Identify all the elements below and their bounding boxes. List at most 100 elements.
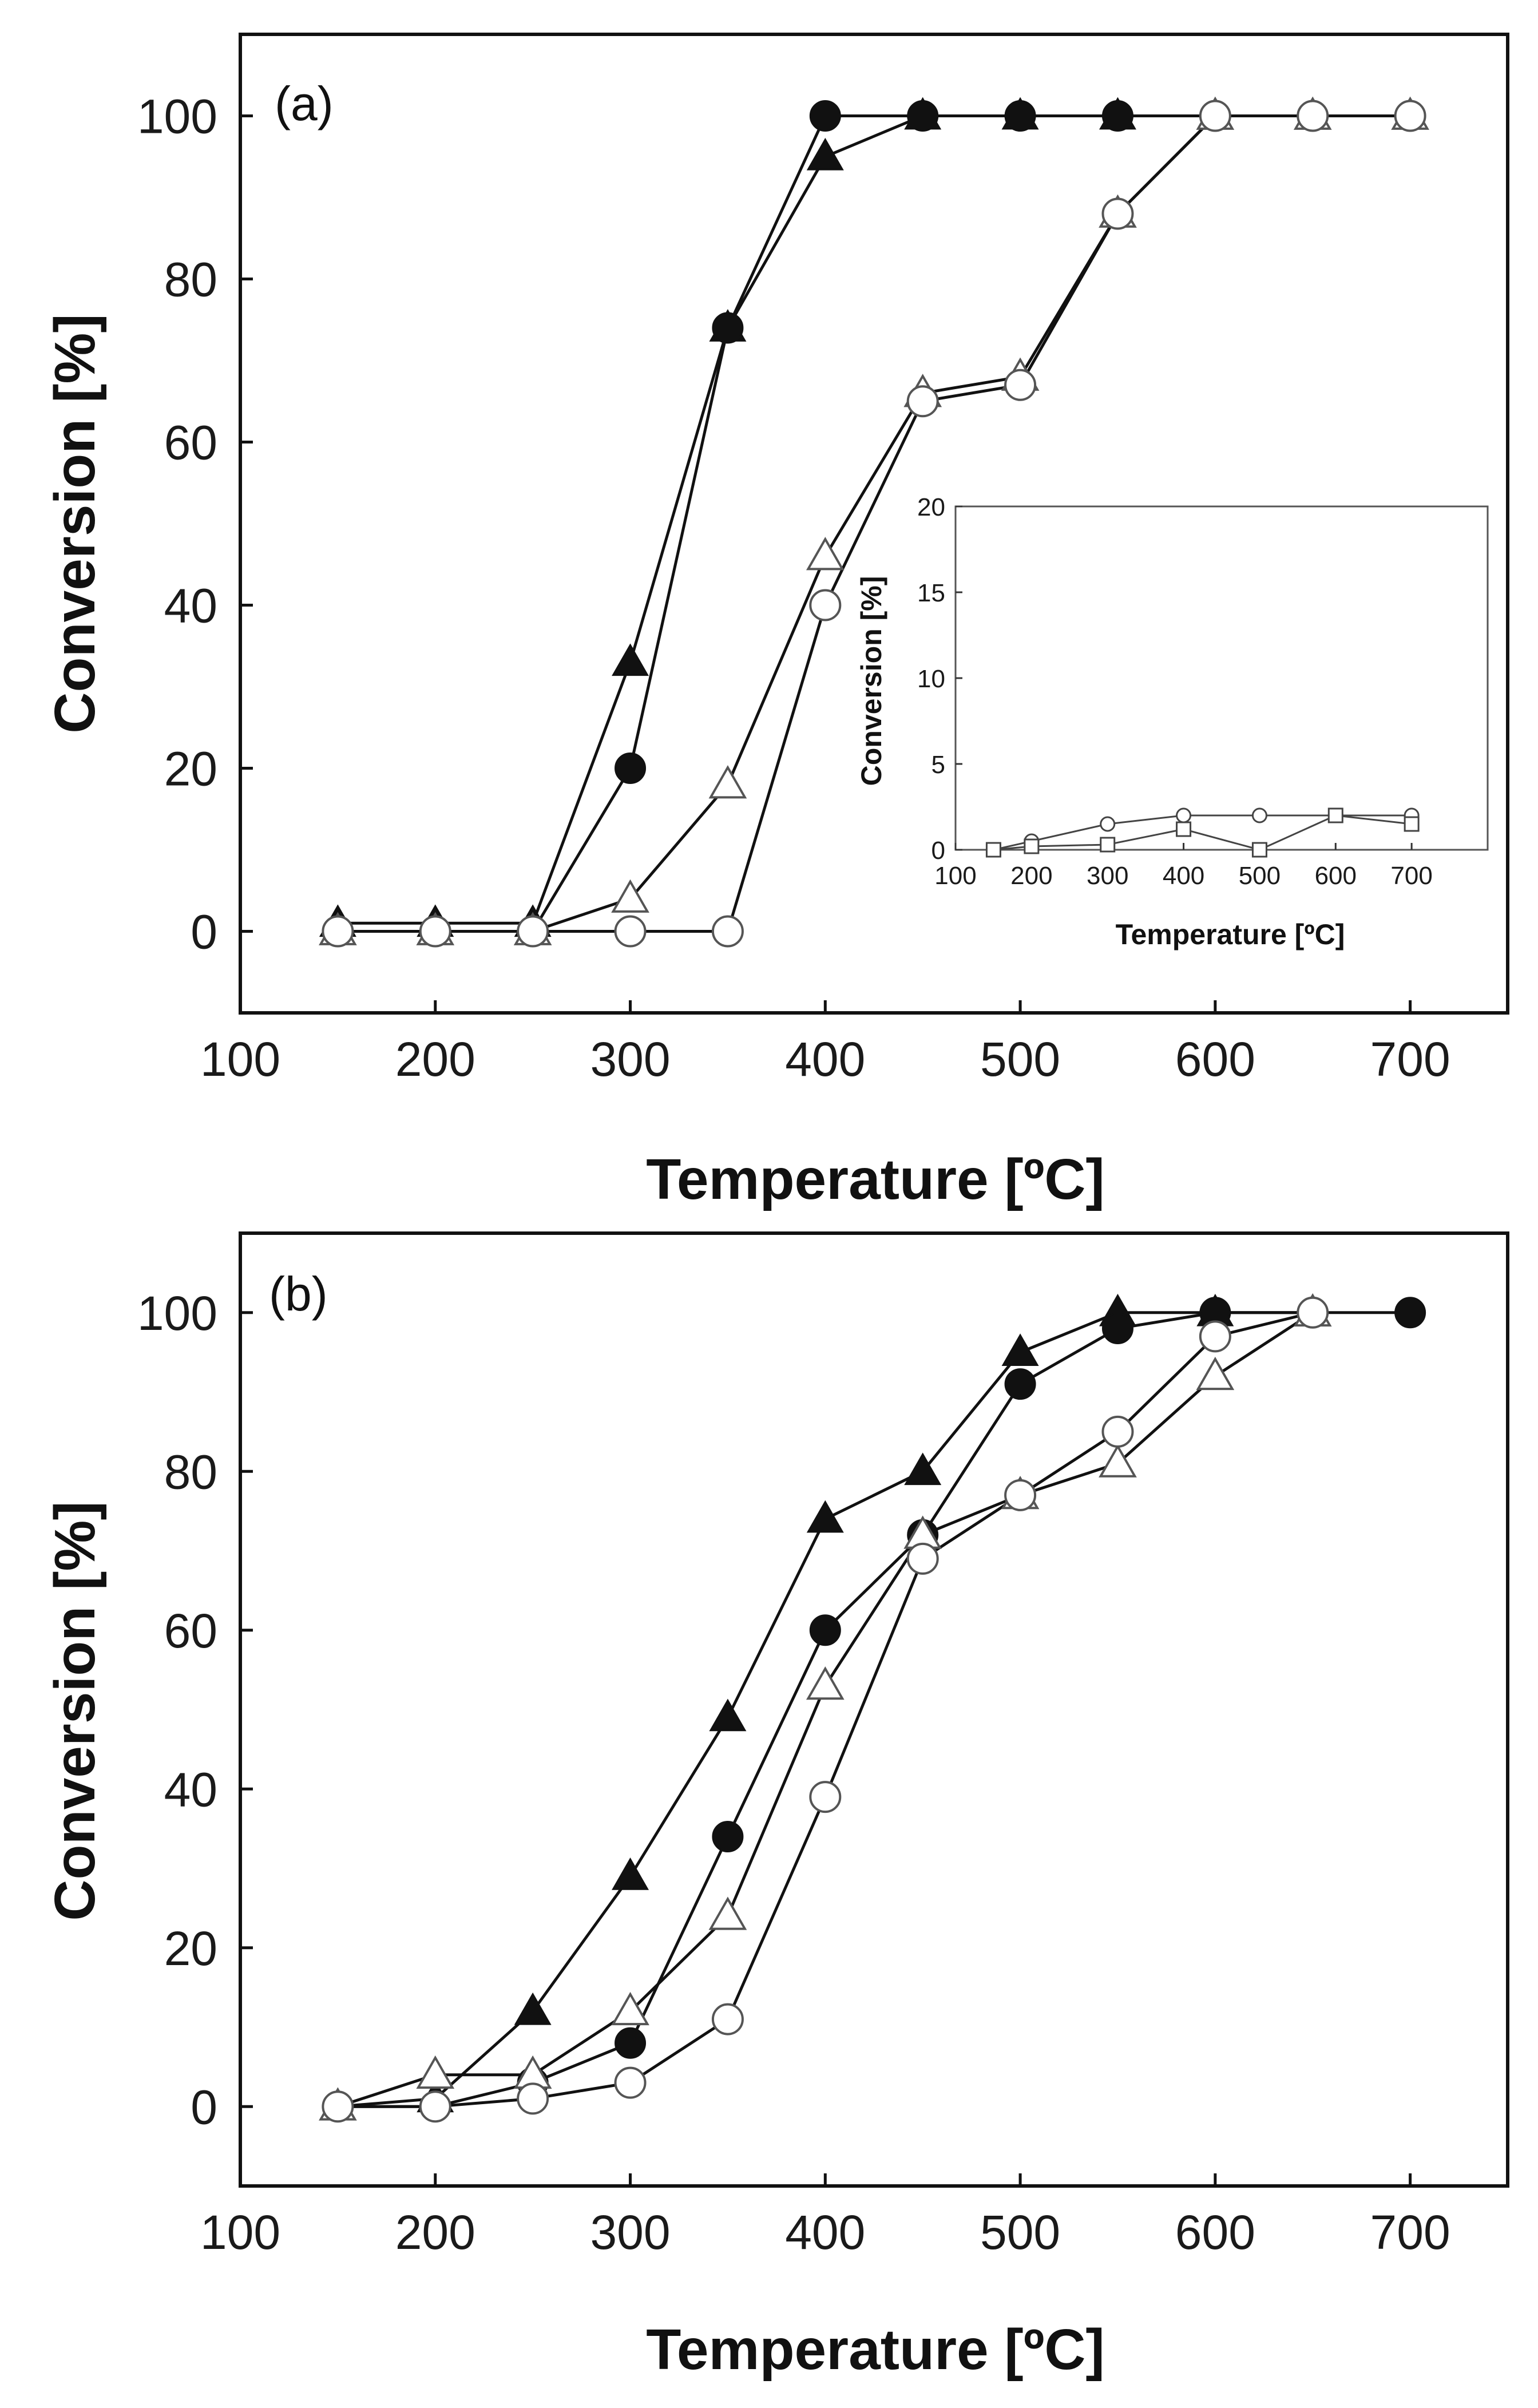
panel-a-point-open-circle xyxy=(906,385,939,418)
panel-b-y-tick-label: 20 xyxy=(164,1922,217,1975)
panel-b-point-filled-circle xyxy=(615,2027,647,2059)
panel-a-y-tick-label: 20 xyxy=(164,742,217,796)
panel-b-point-open-triangle xyxy=(708,1896,747,1930)
panel-a-point-filled-triangle xyxy=(806,137,844,171)
inset-point-circle xyxy=(1100,816,1116,832)
panel-a-point-filled-circle xyxy=(1101,100,1133,132)
panel-b-point-filled-circle xyxy=(809,1614,841,1646)
panel-a-point-open-circle xyxy=(1004,369,1037,401)
panel-b-y-axis-title: Conversion [%] xyxy=(43,1501,107,1920)
panel-b-point-open-circle xyxy=(517,2082,549,2115)
panel-b-point-open-triangle xyxy=(416,2055,455,2089)
panel-a-point-open-circle xyxy=(322,915,354,948)
inset-y-tick-label: 5 xyxy=(931,751,945,779)
inset-point-square xyxy=(1251,842,1267,858)
panel-a-point-open-circle xyxy=(614,915,647,948)
panel-b-point-filled-circle xyxy=(1004,1368,1036,1400)
inset-point-square xyxy=(1404,816,1420,832)
panel-a-y-axis-title: Conversion [%] xyxy=(43,314,107,733)
panel-b-point-open-circle xyxy=(809,1781,842,1813)
panel-b-frame xyxy=(239,1231,1509,2188)
panel-b-point-open-triangle xyxy=(611,1991,649,2026)
panel-b-series xyxy=(319,1293,1426,2123)
panel-b-point-filled-circle xyxy=(1101,1313,1133,1344)
panel-b-point-open-circle xyxy=(1004,1479,1037,1511)
panel-b-point-open-circle xyxy=(614,2066,647,2099)
inset-x-tick-label: 200 xyxy=(1010,862,1052,890)
panel-b-x-tick-label: 100 xyxy=(200,2205,280,2259)
inset-point-square xyxy=(985,842,1001,858)
panel-a-x-tick-label: 700 xyxy=(1370,1032,1450,1086)
panel-b-x-tick-label: 300 xyxy=(590,2205,670,2259)
panel-a-x-axis-title: Temperature [ºC] xyxy=(646,1147,1104,1211)
panel-a-y-tick-label: 0 xyxy=(191,905,217,959)
panel-b-axes: 100 200 300 400 500 600 700 0 20 40 60 80 100 xyxy=(137,1286,1450,2259)
panel-b-point-filled-triangle xyxy=(904,1452,942,1486)
panel-b-y-tick-label: 60 xyxy=(164,1604,217,1658)
panel-b-point-filled-triangle xyxy=(709,1698,747,1732)
inset-point-square xyxy=(1100,837,1116,853)
panel-b-y-tick-label: 80 xyxy=(164,1445,217,1499)
panel-a-point-open-triangle xyxy=(611,879,649,913)
panel-a-point-open-circle xyxy=(711,915,744,948)
panel-a-point-open-triangle xyxy=(806,537,845,571)
panel-a-series-line-4 xyxy=(338,114,1410,933)
panel-b-point-open-triangle xyxy=(1196,1356,1235,1391)
panel-b-point-filled-triangle xyxy=(514,1992,552,2025)
inset-frame xyxy=(954,505,1489,851)
panel-b-x-axis-title: Temperature [ºC] xyxy=(646,2318,1104,2382)
panel-b-point-filled-circle xyxy=(712,1821,744,1852)
inset-y-tick-label: 0 xyxy=(931,837,945,865)
panel-b-point-open-circle xyxy=(906,1542,939,1575)
inset-y-tick-label: 15 xyxy=(917,579,945,607)
panel-a-label: (a) xyxy=(275,77,334,130)
panel-b-y-tick-label: 40 xyxy=(164,1763,217,1816)
panel-a-y-tick-label: 40 xyxy=(164,579,217,633)
panel-a-x-tick-label: 500 xyxy=(980,1032,1060,1086)
panel-a-point-open-circle xyxy=(809,589,842,621)
panel-a-point-open-circle xyxy=(1394,100,1426,132)
inset-point-circle xyxy=(1251,807,1267,823)
panel-b-point-open-triangle xyxy=(806,1666,845,1700)
panel-a-x-tick-label: 100 xyxy=(200,1032,280,1086)
panel-b-x-tick-label: 500 xyxy=(980,2205,1060,2259)
inset-y-tick-label: 10 xyxy=(917,665,945,693)
panel-a-point-filled-circle xyxy=(809,100,841,132)
inset-x-tick-label: 700 xyxy=(1390,862,1432,890)
panel-a-series xyxy=(319,96,1429,948)
panel-a-point-open-circle xyxy=(1297,100,1329,132)
panel-a-x-tick-label: 600 xyxy=(1175,1032,1255,1086)
panel-b-point-open-triangle xyxy=(1099,1444,1137,1478)
inset-x-tick-label: 500 xyxy=(1239,862,1281,890)
panel-a-point-open-triangle xyxy=(708,765,747,799)
inset-x-tick-label: 600 xyxy=(1315,862,1357,890)
panel-b-x-tick-label: 400 xyxy=(785,2205,865,2259)
inset-point-square xyxy=(1176,821,1192,837)
panel-a-x-tick-label: 200 xyxy=(395,1032,475,1086)
panel-a-point-filled-circle xyxy=(907,100,939,132)
panel-a-frame xyxy=(239,33,1509,1015)
panel-a-point-filled-triangle xyxy=(612,643,649,676)
panel-b: (b) 100 200 300 400 500 600 700 0 20 40 60 80 100 Te… xyxy=(43,1231,1509,2382)
panel-b-point-filled-circle xyxy=(1394,1297,1426,1329)
panel-b-point-filled-triangle xyxy=(806,1500,844,1533)
panel-a-x-tick-label: 300 xyxy=(590,1032,670,1086)
panel-a-point-filled-circle xyxy=(712,312,744,344)
panel-b-x-tick-label: 700 xyxy=(1370,2205,1450,2259)
panel-b-y-tick-label: 0 xyxy=(191,2080,217,2134)
panel-a-x-tick-label: 400 xyxy=(785,1032,865,1086)
panel-a-y-tick-label: 80 xyxy=(164,253,217,307)
panel-b-label: (b) xyxy=(269,1267,328,1321)
inset-point-square xyxy=(1024,838,1040,854)
panel-a-point-open-circle xyxy=(419,915,451,948)
inset-x-tick-label: 100 xyxy=(934,862,976,890)
inset-point-square xyxy=(1327,807,1343,823)
inset-x-tick-label: 300 xyxy=(1087,862,1128,890)
panel-a-point-open-circle xyxy=(1199,100,1231,132)
inset-series xyxy=(985,807,1420,858)
panel-b-x-tick-label: 600 xyxy=(1175,2205,1255,2259)
panel-b-point-filled-triangle xyxy=(1001,1333,1039,1367)
